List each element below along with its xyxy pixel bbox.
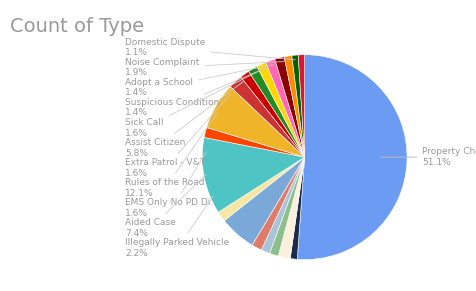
Text: Rules of the Road
12.1%: Rules of the Road 12.1% bbox=[125, 113, 218, 198]
Wedge shape bbox=[207, 87, 305, 157]
Wedge shape bbox=[275, 57, 305, 157]
Wedge shape bbox=[278, 157, 305, 258]
Text: Noise Complaint
1.9%: Noise Complaint 1.9% bbox=[125, 58, 284, 77]
Wedge shape bbox=[202, 137, 305, 212]
Wedge shape bbox=[204, 127, 305, 157]
Wedge shape bbox=[218, 157, 305, 221]
Wedge shape bbox=[269, 157, 305, 256]
Wedge shape bbox=[290, 157, 305, 259]
Text: Domestic Dispute
1.1%: Domestic Dispute 1.1% bbox=[125, 38, 295, 60]
Wedge shape bbox=[257, 62, 305, 157]
Text: Extra Patrol - V&T
1.6%: Extra Patrol - V&T 1.6% bbox=[125, 94, 230, 178]
Text: Illegally Parked Vehicle
2.2%: Illegally Parked Vehicle 2.2% bbox=[125, 196, 229, 258]
Wedge shape bbox=[248, 66, 305, 157]
Wedge shape bbox=[298, 55, 305, 157]
Text: Adopt a School
1.4%: Adopt a School 1.4% bbox=[125, 65, 273, 97]
Text: EMS Only No PD Di...
1.6%: EMS Only No PD Di... 1.6% bbox=[125, 152, 219, 218]
Wedge shape bbox=[230, 77, 305, 157]
Text: Aided Case
7.4%: Aided Case 7.4% bbox=[125, 174, 207, 238]
Text: Property Check
51.1%: Property Check 51.1% bbox=[381, 148, 476, 167]
Wedge shape bbox=[297, 55, 407, 260]
Wedge shape bbox=[284, 56, 305, 157]
Wedge shape bbox=[224, 157, 305, 245]
Text: Suspicious Condition
1.4%: Suspicious Condition 1.4% bbox=[125, 68, 265, 118]
Wedge shape bbox=[241, 71, 305, 157]
Text: Sick Call
1.6%: Sick Call 1.6% bbox=[125, 72, 258, 138]
Wedge shape bbox=[261, 157, 305, 253]
Text: Assist Citizen
5.8%: Assist Citizen 5.8% bbox=[125, 81, 243, 157]
Wedge shape bbox=[252, 157, 305, 250]
Wedge shape bbox=[292, 55, 305, 157]
Wedge shape bbox=[266, 59, 305, 157]
Text: Count of Type: Count of Type bbox=[10, 17, 144, 36]
